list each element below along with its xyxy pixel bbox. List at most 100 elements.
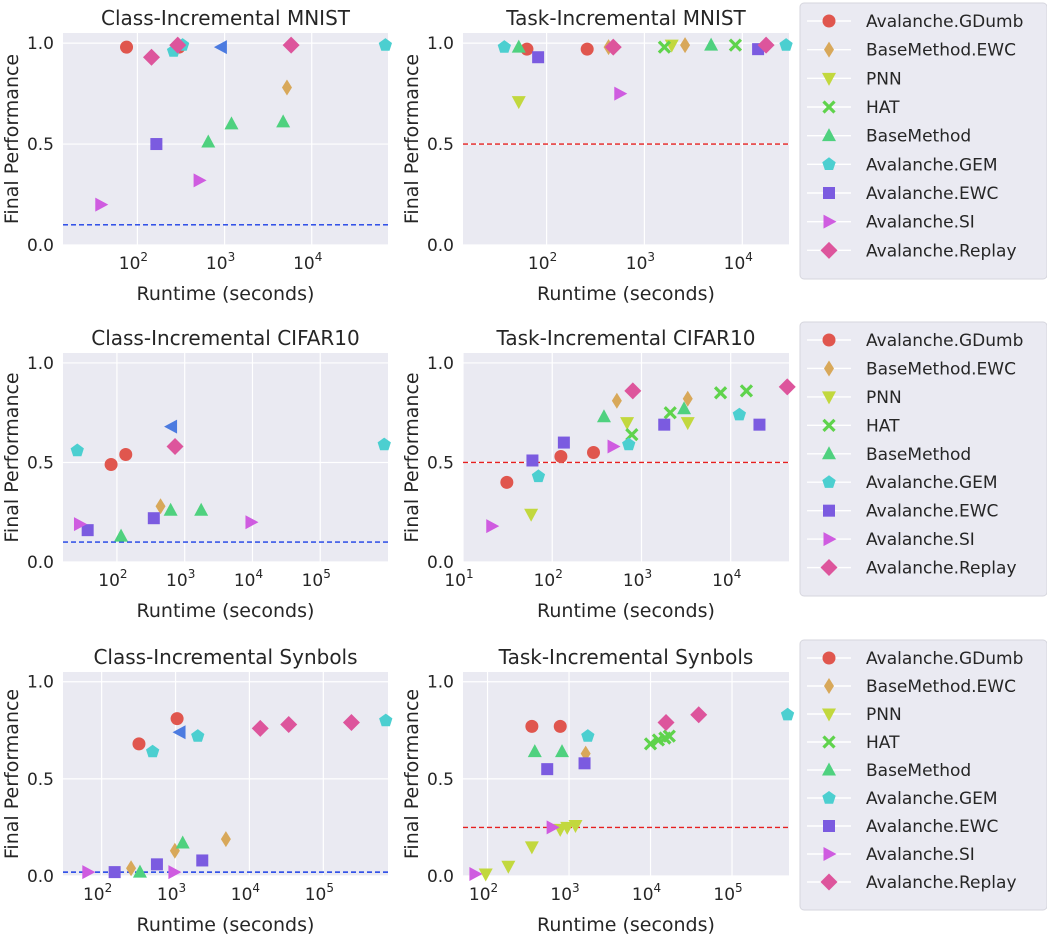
legend-2: Avalanche.GDumb BaseMethod.EWC PNN HAT BaseM… xyxy=(799,321,1047,597)
x-tick-label: 103 xyxy=(157,881,186,905)
x-tick-label: 103 xyxy=(626,250,655,274)
data-point xyxy=(611,392,622,409)
data-point xyxy=(757,36,775,54)
data-point xyxy=(607,439,621,454)
data-point xyxy=(778,378,796,396)
x-tick-label: 104 xyxy=(234,567,263,591)
y-tick-label: 0.5 xyxy=(27,770,54,790)
data-point xyxy=(541,763,554,776)
legend-marker xyxy=(823,847,837,861)
y-axis-label: Final Performance xyxy=(401,689,423,859)
legend-marker xyxy=(823,532,837,547)
data-point xyxy=(82,865,96,880)
chart-panel-4: 0.0 0.5 1.0 101 102 103 104 Task-Incremental CI… xyxy=(401,326,796,622)
legend-item: HAT xyxy=(807,416,900,436)
chart-title: Class-Incremental Synbols xyxy=(93,645,357,669)
legend-marker xyxy=(822,391,836,405)
legend-marker xyxy=(822,157,836,170)
legend-marker xyxy=(822,418,836,432)
y-tick-label: 0.5 xyxy=(427,453,454,473)
x-tick-label: 103 xyxy=(623,567,652,591)
data-point xyxy=(150,138,163,151)
legend-marker xyxy=(822,333,836,347)
y-axis-label: Final Performance xyxy=(401,372,423,542)
data-point xyxy=(193,173,207,188)
legend-item: Avalanche.GDumb xyxy=(807,12,1023,32)
x-tick-label: 104 xyxy=(712,567,741,591)
plot-area xyxy=(463,33,789,245)
data-point xyxy=(604,38,622,56)
data-point xyxy=(95,197,109,212)
data-point xyxy=(680,37,691,54)
chart-title: Class-Incremental MNIST xyxy=(101,6,351,30)
legend-item: PNN xyxy=(807,705,902,725)
data-point xyxy=(281,79,292,96)
legend-label: Avalanche.EWC xyxy=(866,184,998,204)
data-point xyxy=(497,40,511,53)
legend-marker xyxy=(823,214,837,229)
y-tick-label: 0.5 xyxy=(27,135,54,155)
legend-item: Avalanche.SI xyxy=(807,213,975,233)
data-point xyxy=(524,508,539,522)
data-point xyxy=(614,86,628,101)
chart-panel-1: 0.0 0.5 1.0 102 103 104 Class-Incremental MNIS… xyxy=(1,6,392,305)
data-point xyxy=(104,457,118,471)
legend-marker xyxy=(822,651,836,665)
data-point xyxy=(114,528,129,542)
data-point xyxy=(511,39,526,53)
x-axis-label: Runtime (seconds) xyxy=(537,914,715,936)
legend-marker xyxy=(822,72,836,86)
y-tick-label: 0.0 xyxy=(427,867,454,887)
legend-3: Avalanche.GDumb BaseMethod.EWC PNN HAT BaseM… xyxy=(799,639,1047,911)
data-point xyxy=(732,407,746,421)
data-point xyxy=(276,114,291,128)
data-point xyxy=(500,475,514,489)
x-tick-label: 104 xyxy=(724,250,753,274)
x-axis-label: Runtime (seconds) xyxy=(537,600,715,622)
legend-label: HAT xyxy=(866,416,900,436)
legend-item: Avalanche.EWC xyxy=(807,817,998,837)
legend-marker xyxy=(823,820,835,832)
legend-1: Avalanche.GDumb BaseMethod.EWC PNN HAT BaseM… xyxy=(799,2,1047,280)
data-point xyxy=(132,737,146,751)
legend-item: HAT xyxy=(807,98,900,118)
plot-area xyxy=(463,353,789,562)
legend-marker xyxy=(822,791,836,804)
data-point xyxy=(70,443,84,457)
legend-label: Avalanche.Replay xyxy=(866,241,1017,261)
chart-panel-6: 0.0 0.5 1.0 102 103 104 105 Task-Incremental Sy… xyxy=(401,645,795,936)
chart-title: Task-Incremental MNIST xyxy=(505,6,746,30)
legend-label: BaseMethod.EWC xyxy=(866,359,1016,379)
legend-label: BaseMethod xyxy=(866,127,971,147)
x-axis-label: Runtime (seconds) xyxy=(137,600,315,622)
legend-marker xyxy=(822,708,836,722)
x-tick-label: 103 xyxy=(550,881,579,905)
x-tick-label: 102 xyxy=(469,881,498,905)
legend-label: Avalanche.SI xyxy=(866,213,975,233)
data-point xyxy=(728,38,743,52)
legend-box xyxy=(799,321,1047,597)
x-tick-label: 105 xyxy=(302,567,331,591)
data-point xyxy=(657,714,675,732)
data-point xyxy=(172,725,186,740)
plot-area xyxy=(463,672,789,876)
legend-marker xyxy=(822,762,836,776)
legend-marker xyxy=(824,360,834,377)
x-tick-label: 105 xyxy=(305,881,334,905)
data-point xyxy=(546,820,560,835)
x-tick-label: 102 xyxy=(528,250,557,274)
legend-marker xyxy=(820,873,838,891)
data-point xyxy=(142,48,160,66)
data-point xyxy=(662,729,676,743)
data-point xyxy=(525,719,539,733)
legend-item: Avalanche.GDumb xyxy=(807,649,1023,669)
y-tick-label: 0.5 xyxy=(427,770,454,790)
data-point xyxy=(379,713,393,727)
data-point xyxy=(81,524,94,537)
legend-item: HAT xyxy=(807,733,900,753)
legend-item: BaseMethod.EWC xyxy=(807,677,1016,697)
data-point xyxy=(132,864,147,878)
legend-label: Avalanche.SI xyxy=(866,530,975,550)
y-tick-label: 0.0 xyxy=(427,553,454,573)
